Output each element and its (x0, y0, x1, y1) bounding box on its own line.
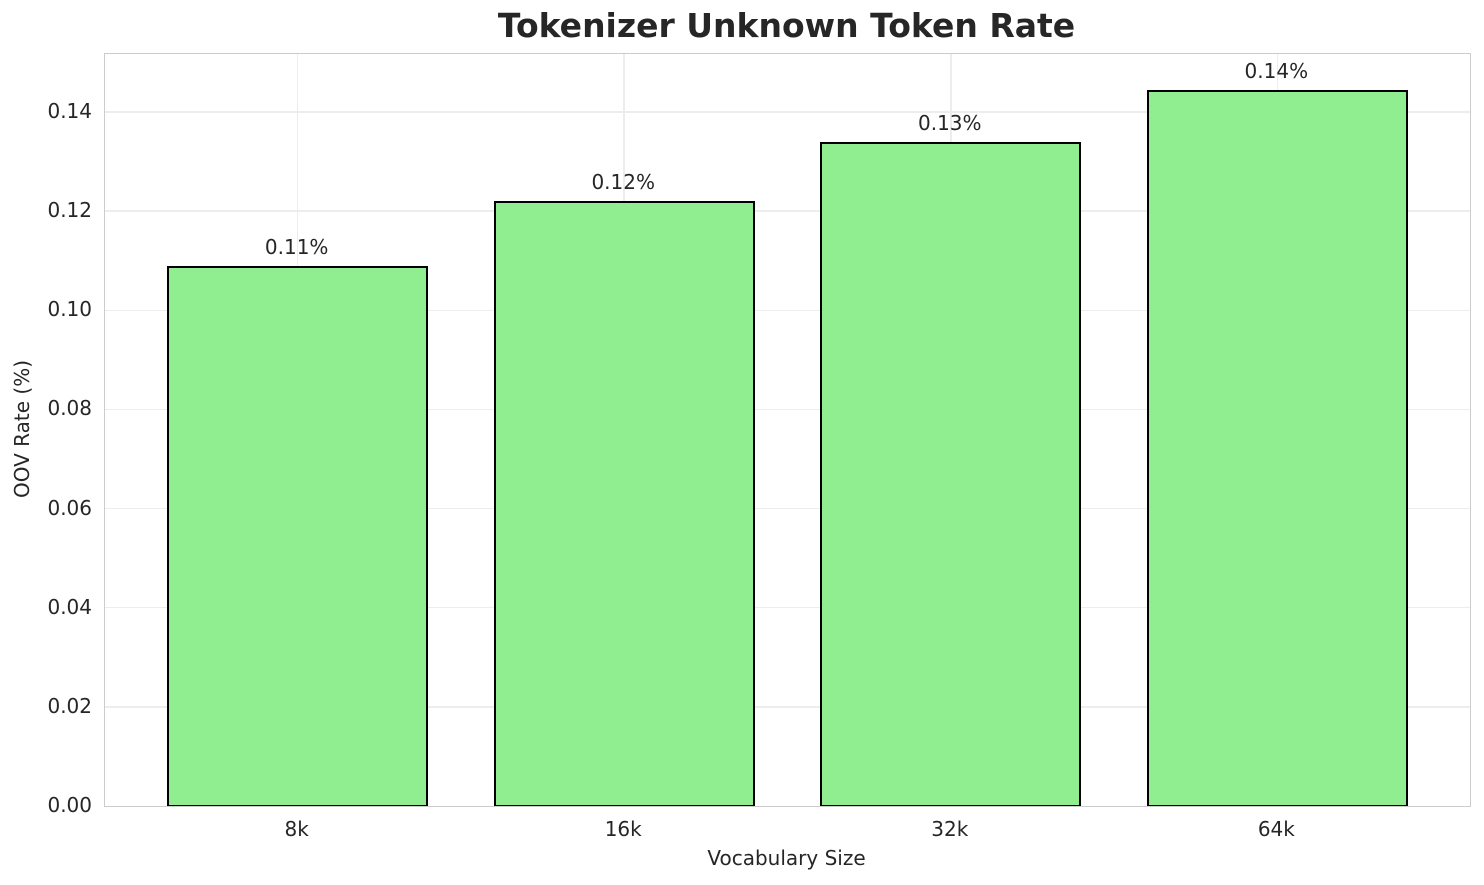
y-tick-label: 0.02 (47, 693, 92, 718)
bar-64k (1146, 89, 1408, 806)
y-tick-label: 0.12 (47, 198, 92, 223)
bar-value-label: 0.13% (917, 110, 982, 135)
x-tick-label: 16k (604, 817, 642, 841)
y-tick-label: 0.00 (47, 793, 92, 817)
y-gridline (105, 507, 1470, 510)
x-axis-label: Vocabulary Size (707, 846, 866, 870)
y-tick-label: 0.08 (47, 396, 92, 421)
y-axis-label: OOV Rate (%) (10, 360, 34, 498)
y-gridline (105, 111, 1470, 113)
plot-area (104, 53, 1471, 807)
y-gridline (105, 706, 1470, 708)
x-tick-label: 32k (931, 817, 969, 841)
y-tick-label: 0.10 (47, 297, 92, 322)
bar-value-label: 0.12% (591, 170, 655, 195)
x-tick-label: 64k (1257, 817, 1295, 841)
bar-value-label: 0.14% (1244, 58, 1309, 83)
y-gridline (105, 309, 1470, 312)
y-gridline (105, 606, 1470, 609)
y-tick-label: 0.14 (47, 98, 92, 123)
y-gridline (105, 210, 1470, 212)
bar-32k (820, 141, 1082, 806)
y-tick-label: 0.06 (47, 495, 92, 520)
bar-value-label: 0.11% (264, 234, 329, 259)
chart-title: Tokenizer Unknown Token Rate (497, 6, 1076, 45)
y-tick-label: 0.04 (47, 594, 92, 619)
bar-16k (493, 201, 755, 806)
y-gridline (105, 408, 1470, 411)
bar-8k (167, 265, 429, 806)
x-tick-label: 8k (284, 817, 309, 841)
